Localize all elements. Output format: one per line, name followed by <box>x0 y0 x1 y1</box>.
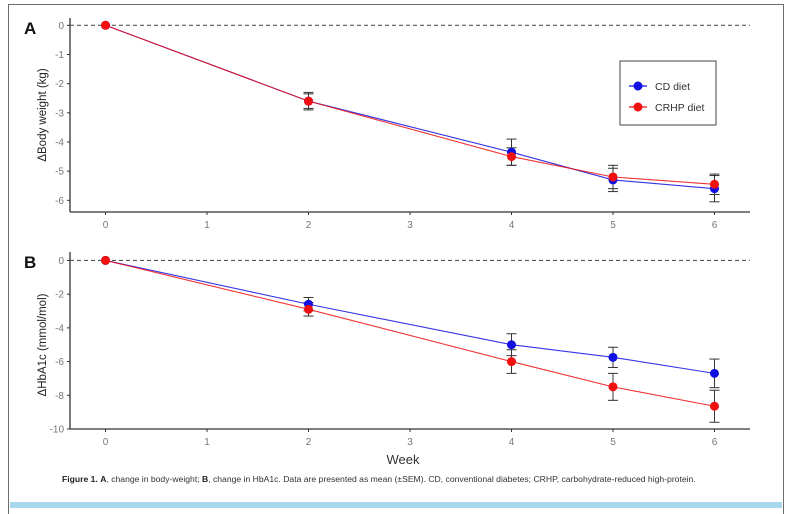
x-tick-label: 1 <box>204 220 210 231</box>
caption-figure-label: Figure 1. <box>62 474 98 484</box>
y-tick-label: 0 <box>58 21 64 32</box>
y-tick-label: -4 <box>55 323 64 334</box>
caption-part-b-label: B <box>201 474 209 484</box>
x-tick-label: 0 <box>103 220 109 231</box>
data-point-crhp-diet <box>101 255 111 265</box>
y-tick-label: 0 <box>58 256 64 267</box>
caption-part-b-text: , change in HbA1c. Data are presented as… <box>208 474 696 484</box>
y-tick-label: -8 <box>55 391 64 402</box>
data-point-crhp-diet <box>709 401 719 411</box>
legend-marker <box>633 81 643 91</box>
x-tick-label: 2 <box>306 220 312 231</box>
data-point-crhp-diet <box>506 152 516 162</box>
data-point-crhp-diet <box>101 20 111 30</box>
y-tick-label: -5 <box>55 167 64 178</box>
x-tick-label: 6 <box>712 220 718 231</box>
panel-b: 0 -2 -4 -6 -8 -10 0 1 2 3 4 5 6 ΔHbA1c (mmol/mol) Week <box>37 252 750 467</box>
data-point-cd-diet <box>608 352 618 362</box>
y-tick-label: -10 <box>50 425 65 436</box>
x-tick-label: 5 <box>610 220 616 231</box>
data-point-crhp-diet <box>608 382 618 392</box>
panel-b-label: B <box>24 253 36 272</box>
data-point-cd-diet <box>506 340 516 350</box>
y-tick-label: -1 <box>55 50 64 61</box>
y-tick-label: -6 <box>55 196 64 207</box>
y-tick-label: -4 <box>55 137 64 148</box>
x-tick-label: 5 <box>610 437 616 448</box>
panel-a-label: A <box>24 19 36 38</box>
figure-caption: Figure 1. A, change in body-weight; B, c… <box>62 474 762 485</box>
caption-part-a-label: A <box>100 474 107 484</box>
data-point-crhp-diet <box>304 96 314 106</box>
caption-part-a-text: , change in body-weight; <box>106 474 202 484</box>
y-tick-label: -2 <box>55 290 64 301</box>
y-tick-label: -3 <box>55 108 64 119</box>
legend-label: CD diet <box>655 81 690 93</box>
data-point-crhp-diet <box>506 357 516 367</box>
data-point-crhp-diet <box>709 179 719 189</box>
x-tick-label: 6 <box>712 437 718 448</box>
legend: CD diet CRHP diet <box>619 60 717 126</box>
data-point-cd-diet <box>709 368 719 378</box>
x-tick-label: 4 <box>509 220 515 231</box>
x-axis-label: Week <box>387 452 420 467</box>
legend-marker <box>633 102 643 112</box>
x-tick-label: 1 <box>204 437 210 448</box>
x-tick-label: 2 <box>306 437 312 448</box>
x-tick-label: 3 <box>407 437 413 448</box>
y-tick-label: -2 <box>55 79 64 90</box>
data-point-crhp-diet <box>608 172 618 182</box>
bottom-strip <box>10 502 782 508</box>
y-tick-label: -6 <box>55 357 64 368</box>
legend-box <box>619 60 717 126</box>
y-axis-label: ΔBody weight (kg) <box>37 68 49 162</box>
y-axis-label: ΔHbA1c (mmol/mol) <box>37 293 49 396</box>
x-tick-label: 3 <box>407 220 413 231</box>
series-line-cd-diet <box>105 259 715 374</box>
x-tick-label: 4 <box>509 437 515 448</box>
data-point-crhp-diet <box>304 304 314 314</box>
series-line-crhp-diet <box>105 259 715 407</box>
panel-a: 0 -1 -2 -3 -4 -5 -6 0 1 2 3 4 5 6 ΔBody weight (kg) <box>37 18 750 231</box>
x-tick-label: 0 <box>103 437 109 448</box>
legend-label: CRHP diet <box>655 102 704 114</box>
